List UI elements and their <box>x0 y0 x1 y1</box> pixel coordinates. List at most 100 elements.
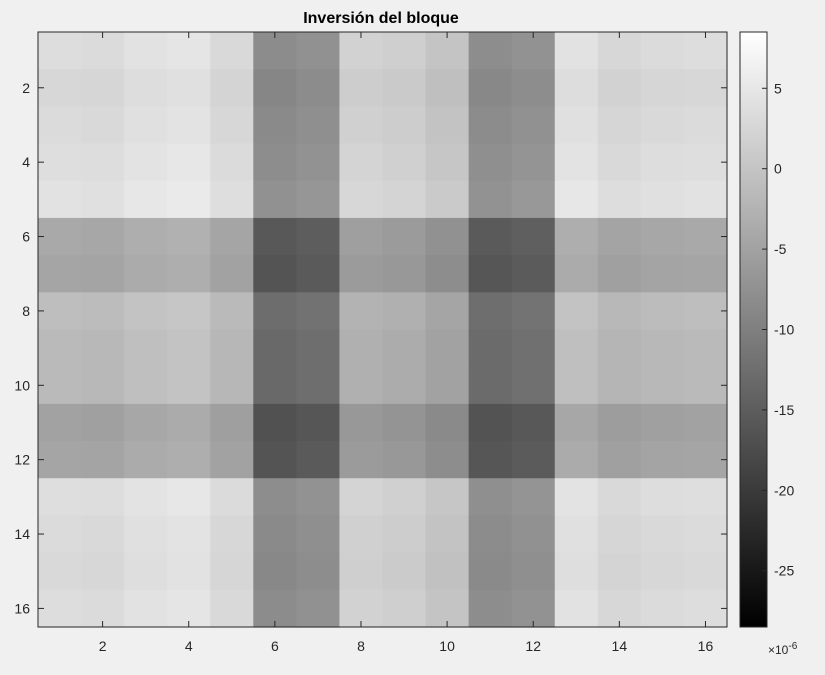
heatmap-cell <box>339 515 384 554</box>
heatmap-cell <box>296 180 341 219</box>
heatmap-cell <box>124 478 168 517</box>
heatmap-cell <box>425 217 470 256</box>
colorbar-multiplier-exponent: -6 <box>788 641 797 652</box>
heatmap-cell <box>511 515 556 554</box>
heatmap-cell <box>425 552 470 591</box>
heatmap-cell <box>468 478 513 517</box>
heatmap-cell <box>554 69 599 107</box>
heatmap-cell <box>296 69 341 107</box>
heatmap-cell <box>253 292 297 331</box>
y-tick-label: 6 <box>22 229 30 245</box>
heatmap-cell <box>253 552 297 591</box>
heatmap-cell <box>597 217 642 256</box>
heatmap-cell <box>425 180 470 219</box>
heatmap-cell <box>296 515 341 554</box>
x-tick-label: 6 <box>271 638 279 654</box>
heatmap-cell <box>296 32 341 70</box>
heatmap-cell <box>382 217 427 256</box>
heatmap-cell <box>124 441 168 479</box>
heatmap-cell <box>81 403 125 442</box>
heatmap-cell <box>253 478 297 517</box>
heatmap-cell <box>597 366 642 405</box>
heatmap-cell <box>167 403 211 442</box>
heatmap-cell <box>38 180 82 219</box>
heatmap-cell <box>81 478 125 517</box>
heatmap-cell <box>124 329 168 368</box>
heatmap-cell <box>124 180 168 219</box>
heatmap-cell <box>81 69 125 107</box>
heatmap-cell <box>683 180 728 219</box>
heatmap-cell <box>640 478 685 517</box>
heatmap-cell <box>382 552 427 591</box>
heatmap-cell <box>81 106 125 145</box>
heatmap-cell <box>554 106 599 145</box>
heatmap-cell <box>511 292 556 331</box>
heatmap-cell <box>511 478 556 517</box>
heatmap-cell <box>296 106 341 145</box>
heatmap-cell <box>468 589 513 628</box>
heatmap-axes[interactable]: 2 4 6 8 10 12 14 16 2 4 6 8 10 12 14 16 <box>14 31 728 654</box>
heatmap-cell <box>425 69 470 107</box>
heatmap-cell <box>382 366 427 405</box>
heatmap-cell <box>640 515 685 554</box>
heatmap-cell <box>339 478 384 517</box>
heatmap-cell <box>38 366 82 405</box>
heatmap-cell <box>253 69 297 107</box>
x-tick-label: 12 <box>525 638 541 654</box>
heatmap-cell <box>167 69 211 107</box>
heatmap-cell <box>511 143 556 182</box>
heatmap-cell <box>38 292 82 331</box>
heatmap-cell <box>210 69 254 107</box>
x-tick-label: 8 <box>357 638 365 654</box>
heatmap-cell <box>167 292 211 331</box>
heatmap-cell <box>382 180 427 219</box>
heatmap-cell <box>167 441 211 479</box>
heatmap-cell <box>382 515 427 554</box>
heatmap-cell <box>382 106 427 145</box>
heatmap-cell <box>38 143 82 182</box>
heatmap-cell <box>167 366 211 405</box>
heatmap-cell <box>296 292 341 331</box>
heatmap-cell <box>425 478 470 517</box>
heatmap-cell <box>640 329 685 368</box>
heatmap-cell <box>683 292 728 331</box>
heatmap-cell <box>683 143 728 182</box>
heatmap-cell <box>425 366 470 405</box>
colorbar[interactable]: 5 0 -5 -10 -15 -20 -25 ×10-6 <box>739 31 798 657</box>
heatmap-cell <box>339 106 384 145</box>
heatmap-cell <box>554 217 599 256</box>
heatmap-cell <box>468 515 513 554</box>
heatmap-cell <box>683 441 728 479</box>
heatmap-cell <box>81 552 125 591</box>
y-tick-label: 10 <box>14 377 30 393</box>
heatmap-cell <box>210 366 254 405</box>
heatmap-cell <box>683 255 728 293</box>
colorbar-tick-label: 5 <box>774 80 782 96</box>
heatmap-cell <box>640 32 685 70</box>
heatmap-cell <box>640 589 685 628</box>
heatmap-cell <box>167 143 211 182</box>
colorbar-ticks: 5 0 -5 -10 -15 -20 -25 <box>762 80 794 579</box>
heatmap-cell <box>296 366 341 405</box>
heatmap-cell <box>425 515 470 554</box>
heatmap-cell <box>511 329 556 368</box>
heatmap-cell <box>382 441 427 479</box>
x-tick-label: 2 <box>99 638 107 654</box>
heatmap-cell <box>382 32 427 70</box>
heatmap-cell <box>640 180 685 219</box>
heatmap-cell <box>554 552 599 591</box>
colorbar-tick-label: -15 <box>774 402 794 418</box>
heatmap-cell <box>640 292 685 331</box>
heatmap-cell <box>683 217 728 256</box>
heatmap-cell <box>597 441 642 479</box>
heatmap-cell <box>554 180 599 219</box>
y-tick-label: 4 <box>22 154 30 170</box>
heatmap-cell <box>124 255 168 293</box>
heatmap-cell <box>597 403 642 442</box>
heatmap-cell <box>124 366 168 405</box>
heatmap-cell <box>554 441 599 479</box>
heatmap-cell <box>253 366 297 405</box>
heatmap-cell <box>683 366 728 405</box>
heatmap-cell <box>210 478 254 517</box>
heatmap-cell <box>210 255 254 293</box>
